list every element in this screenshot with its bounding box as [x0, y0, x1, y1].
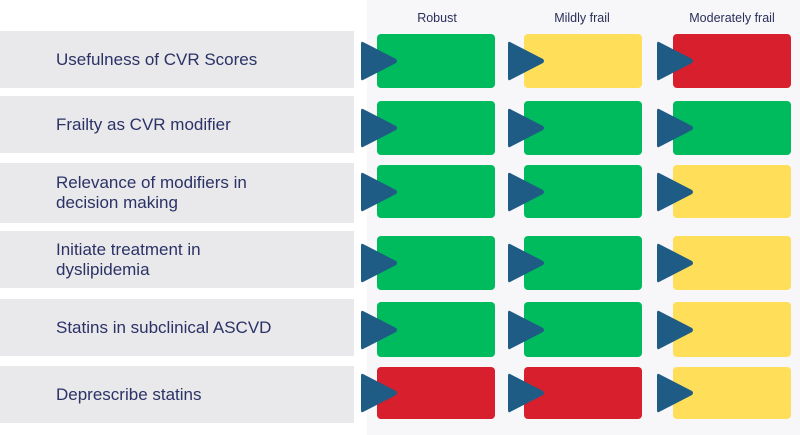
- row-label: Usefulness of CVR Scores: [0, 31, 354, 88]
- play-arrow-icon: [506, 371, 546, 415]
- play-arrow-icon: [655, 39, 695, 83]
- row-label-text: Relevance of modifiers in decision makin…: [56, 173, 247, 212]
- row-label: Initiate treatment in dyslipidemia: [0, 231, 354, 288]
- play-arrow-icon: [506, 170, 546, 214]
- play-arrow-icon: [506, 241, 546, 285]
- play-arrow-icon: [359, 106, 399, 150]
- column-header-robust: Robust: [417, 11, 457, 25]
- row-label-text: Deprescribe statins: [56, 384, 202, 404]
- play-arrow-icon: [359, 308, 399, 352]
- play-arrow-icon: [655, 106, 695, 150]
- play-arrow-icon: [655, 241, 695, 285]
- play-arrow-icon: [655, 308, 695, 352]
- play-arrow-icon: [506, 39, 546, 83]
- play-arrow-icon: [359, 39, 399, 83]
- row-label: Deprescribe statins: [0, 366, 354, 423]
- play-arrow-icon: [359, 241, 399, 285]
- play-arrow-icon: [655, 371, 695, 415]
- row-label-text: Frailty as CVR modifier: [56, 114, 231, 134]
- column-header-moderately-frail: Moderately frail: [689, 11, 775, 25]
- play-arrow-icon: [359, 371, 399, 415]
- column-header-mildly-frail: Mildly frail: [554, 11, 610, 25]
- row-label-text: Initiate treatment in dyslipidemia: [56, 239, 201, 279]
- play-arrow-icon: [506, 308, 546, 352]
- play-arrow-icon: [655, 170, 695, 214]
- row-label: Statins in subclinical ASCVD: [0, 299, 354, 356]
- play-arrow-icon: [359, 170, 399, 214]
- play-arrow-icon: [506, 106, 546, 150]
- row-label-text: Statins in subclinical ASCVD: [56, 317, 272, 337]
- row-label: Relevance of modifiers in decision makin…: [0, 163, 354, 223]
- row-label: Frailty as CVR modifier: [0, 96, 354, 153]
- row-label-text: Usefulness of CVR Scores: [56, 49, 258, 69]
